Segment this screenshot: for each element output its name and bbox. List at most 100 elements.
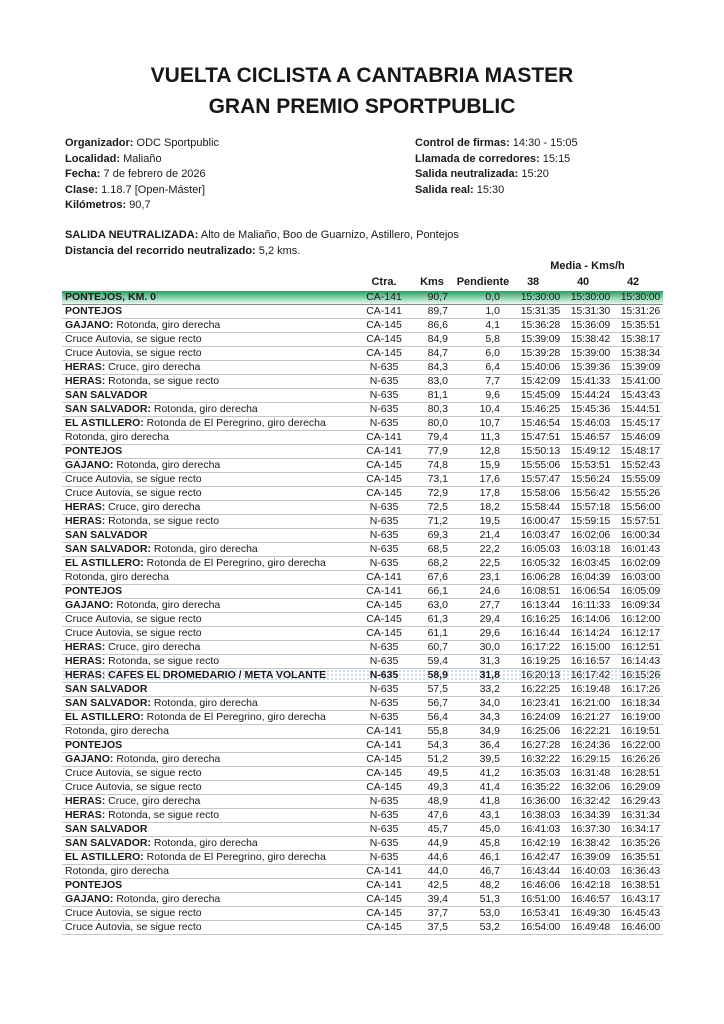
route-location-name: HERAS:	[65, 361, 106, 373]
route-time-42-cell: 16:34:17	[620, 823, 660, 835]
page-title: VUELTA CICLISTA A CANTABRIA MASTER GRAN …	[0, 60, 724, 122]
table-row: Cruce Autovia, se sigue recto CA-145 49,…	[62, 781, 663, 795]
route-location-name: SAN SALVADOR	[65, 529, 148, 541]
route-location-cell: Rotonda, giro derecha	[62, 865, 358, 878]
route-time-42-cell: 15:43:43	[620, 389, 660, 401]
route-pendiente-cell: 19,5	[479, 515, 500, 527]
table-row: EL ASTILLERO: Rotonda de El Peregrino, g…	[62, 417, 663, 431]
route-time-40-cell: 16:49:48	[570, 921, 610, 933]
route-location-name: PONTEJOS	[65, 879, 123, 891]
route-location-cell: HERAS: Cruce, giro derecha	[62, 501, 358, 514]
route-location-cell: Cruce Autovia, se sigue recto	[62, 347, 358, 360]
route-time-40-cell: 15:56:24	[570, 473, 610, 485]
route-time-40-cell: 16:22:21	[570, 725, 610, 737]
route-road-cell: CA-141	[366, 305, 402, 317]
route-location-desc: Cruce Autovia, se sigue recto	[65, 333, 202, 345]
route-road-cell: N-635	[369, 389, 399, 401]
route-location-cell: PONTEJOS	[62, 879, 358, 892]
route-time-38-cell: 16:43:44	[520, 865, 560, 877]
route-road-cell: N-635	[369, 823, 399, 835]
route-time-42-cell: 16:19:51	[620, 725, 660, 737]
route-time-40-cell: 16:49:30	[570, 907, 610, 919]
route-pendiente-cell: 41,4	[479, 781, 500, 793]
info-kilometros: Kilómetros: 90,7	[65, 198, 219, 214]
table-row: GAJANO: Rotonda, giro derecha CA-145 74,…	[62, 459, 663, 473]
route-pendiente-cell: 12,8	[479, 445, 500, 457]
route-road-cell: CA-141	[366, 431, 402, 443]
route-location-desc: Cruce, giro derecha	[105, 641, 201, 653]
route-time-42-cell: 16:36:43	[620, 865, 660, 877]
route-kms-cell: 63,0	[427, 599, 448, 611]
route-time-42-cell: 15:52:43	[620, 459, 660, 471]
route-location-desc: Rotonda, giro derecha	[150, 697, 258, 709]
table-row: PONTEJOS CA-141 66,1 24,6 16:08:51 16:06…	[62, 585, 663, 599]
info-control-firmas-value: 14:30 - 15:05	[509, 137, 578, 149]
neutralized-notes: SALIDA NEUTRALIZADA: Alto de Maliaño, Bo…	[65, 228, 459, 259]
route-time-40-cell: 16:31:48	[570, 767, 610, 779]
route-time-38-cell: 16:46:06	[520, 879, 560, 891]
route-time-38-cell: 16:27:28	[520, 739, 560, 751]
route-location-desc: Rotonda, se sigue recto	[105, 655, 220, 667]
route-time-42-cell: 15:35:51	[620, 319, 660, 331]
route-pendiente-cell: 27,7	[479, 599, 500, 611]
route-time-42-cell: 16:17:26	[620, 683, 660, 695]
route-location-cell: HERAS: Cruce, giro derecha	[62, 795, 358, 808]
route-location-cell: EL ASTILLERO: Rotonda de El Peregrino, g…	[62, 557, 358, 570]
route-kms-cell: 49,3	[427, 781, 448, 793]
route-road-cell: N-635	[369, 417, 399, 429]
route-pendiente-cell: 17,8	[479, 487, 500, 499]
route-location-cell: EL ASTILLERO: Rotonda de El Peregrino, g…	[62, 711, 358, 724]
route-time-38-cell: 16:35:03	[520, 767, 560, 779]
route-location-cell: GAJANO: Rotonda, giro derecha	[62, 319, 358, 332]
route-location-cell: PONTEJOS, KM. 0	[62, 291, 358, 304]
route-kms-cell: 74,8	[427, 459, 448, 471]
route-time-42-cell: 16:19:00	[620, 711, 660, 723]
route-time-40-cell: 16:04:39	[570, 571, 610, 583]
route-time-38-cell: 15:58:44	[520, 501, 560, 513]
route-time-42-cell: 16:02:09	[620, 557, 660, 569]
route-pendiente-cell: 36,4	[479, 739, 500, 751]
route-time-38-cell: 15:58:06	[520, 487, 560, 499]
route-kms-cell: 72,9	[427, 487, 448, 499]
table-row: PONTEJOS CA-141 54,3 36,4 16:27:28 16:24…	[62, 739, 663, 753]
info-control-firmas-label: Control de firmas:	[415, 137, 510, 149]
route-time-40-cell: 16:03:45	[570, 557, 610, 569]
route-location-desc: Rotonda, se sigue recto	[105, 809, 220, 821]
route-road-cell: CA-141	[366, 445, 402, 457]
route-location-name: PONTEJOS	[65, 739, 123, 751]
route-road-cell: CA-141	[366, 291, 402, 303]
table-row: HERAS: Rotonda, se sigue recto N-635 71,…	[62, 515, 663, 529]
route-time-38-cell: 16:17:22	[520, 641, 560, 653]
route-time-40-cell: 16:19:48	[570, 683, 610, 695]
route-location-name: SAN SALVADOR:	[65, 697, 151, 709]
route-location-desc: Cruce Autovia, se sigue recto	[65, 473, 202, 485]
route-time-40-cell: 16:24:36	[570, 739, 610, 751]
route-location-desc: Cruce, giro derecha	[105, 501, 201, 513]
media-kmh-header: Media - Kms/h	[550, 260, 625, 272]
table-row: Cruce Autovia, se sigue recto CA-145 61,…	[62, 613, 663, 627]
route-time-40-cell: 15:56:42	[570, 487, 610, 499]
route-time-42-cell: 16:00:34	[620, 529, 660, 541]
route-time-42-cell: 16:26:26	[620, 753, 660, 765]
route-kms-cell: 56,7	[427, 697, 448, 709]
route-location-desc: Rotonda, giro derecha	[150, 403, 258, 415]
route-kms-cell: 37,7	[427, 907, 448, 919]
route-time-42-cell: 15:55:26	[620, 487, 660, 499]
route-location-cell: Rotonda, giro derecha	[62, 571, 358, 584]
route-pendiente-cell: 31,8	[479, 669, 500, 681]
table-row: HERAS: Cruce, giro derecha N-635 48,9 41…	[62, 795, 663, 809]
route-road-cell: CA-141	[366, 739, 402, 751]
route-pendiente-cell: 30,0	[479, 641, 500, 653]
route-location-cell: Cruce Autovia, se sigue recto	[62, 473, 358, 486]
route-time-40-cell: 15:30:00	[570, 291, 610, 303]
route-time-42-cell: 16:15:26	[620, 669, 660, 681]
route-road-cell: CA-145	[366, 907, 402, 919]
route-pendiente-cell: 1,0	[485, 305, 500, 317]
route-location-cell: HERAS: Rotonda, se sigue recto	[62, 809, 358, 822]
route-time-40-cell: 16:14:24	[570, 627, 610, 639]
route-road-cell: CA-145	[366, 627, 402, 639]
note-salida-neutralizada-label: SALIDA NEUTRALIZADA:	[65, 229, 199, 241]
route-pendiente-cell: 15,9	[479, 459, 500, 471]
route-time-38-cell: 15:30:00	[520, 291, 560, 303]
route-location-name: SAN SALVADOR:	[65, 837, 151, 849]
